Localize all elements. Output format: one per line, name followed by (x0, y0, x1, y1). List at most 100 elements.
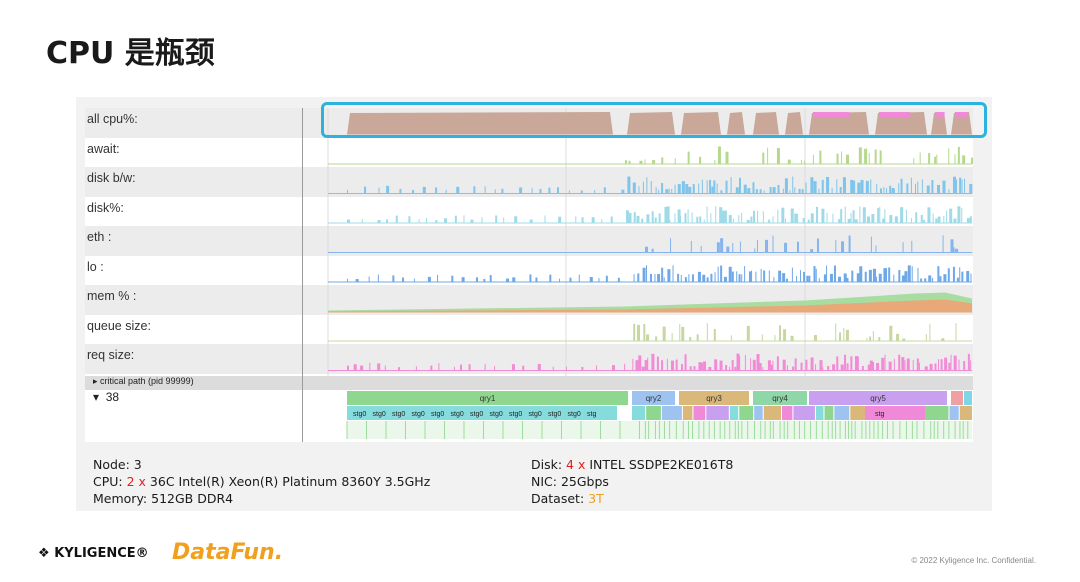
spike-3-79 (847, 219, 851, 223)
spike-3-38 (677, 209, 681, 223)
critical-path-bar[interactable] (85, 376, 973, 390)
spike-2-77 (836, 179, 838, 194)
spike-8-37 (684, 354, 687, 371)
spike-5-112 (966, 270, 970, 282)
spike-2-83 (857, 182, 861, 194)
spike-2-24 (627, 176, 631, 194)
spike-5-75 (823, 274, 827, 282)
spike-7-25 (866, 337, 868, 341)
spike-7-32 (925, 334, 927, 341)
spike-3-25 (626, 210, 630, 223)
spike-7-29 (889, 325, 893, 341)
spike-4-22 (875, 245, 877, 253)
spike-8-91 (901, 357, 905, 371)
spike-2-59 (763, 190, 765, 194)
spike-3-66 (790, 208, 794, 223)
spike-8-50 (736, 353, 740, 371)
cpu-segment-4 (753, 112, 779, 135)
cpu-spec: CPU: 2 x 36C Intel(R) Xeon(R) Platinum 8… (93, 474, 431, 489)
cpu-pink-7 (879, 112, 911, 117)
spike-2-30 (655, 187, 657, 194)
spike-2-28 (646, 177, 648, 194)
spike-2-39 (685, 183, 689, 194)
spike-4-14 (784, 242, 788, 253)
spike-4-18 (835, 240, 837, 253)
spike-4-25 (942, 235, 944, 253)
spike-7-24 (845, 329, 849, 341)
query-label-4: qry5 (870, 394, 886, 403)
spike-8-67 (805, 359, 808, 371)
stage-label-qry5: stg (875, 411, 884, 418)
spike-7-5 (662, 326, 666, 341)
spike-5-102 (928, 275, 932, 282)
node-toggle[interactable]: ▾ 38 (93, 390, 120, 404)
spike-1-17 (804, 160, 806, 164)
spike-2-49 (720, 190, 723, 194)
spike-5-12 (483, 278, 486, 282)
stage-bar-10 (781, 406, 793, 420)
spike-2-76 (831, 188, 833, 194)
spike-8-84 (872, 361, 875, 371)
spike-2-10 (473, 186, 476, 194)
spike-5-23 (598, 278, 600, 282)
spike-5-3 (377, 274, 379, 282)
metric-charts: qry1 qry2 qry3 qry4 qry5 stg0 stg0 stg0 stg0 stg0… (327, 108, 973, 439)
spike-2-20 (580, 190, 583, 194)
spike-5-49 (723, 276, 727, 282)
spike-3-101 (935, 218, 938, 223)
stage-label-1: stg0 (373, 411, 386, 418)
spike-2-79 (842, 177, 846, 194)
spike-3-34 (664, 206, 668, 223)
spike-7-8 (681, 326, 685, 341)
spike-2-87 (876, 183, 878, 194)
spike-8-31 (656, 356, 659, 371)
stage-label-4: stg0 (431, 411, 444, 418)
stage-bar-qry5 (865, 406, 925, 420)
spike-5-6 (413, 278, 415, 282)
spike-5-106 (943, 274, 947, 282)
spike-3-10 (454, 215, 457, 223)
spike-8-3 (369, 362, 371, 371)
spike-8-100 (938, 359, 940, 371)
spike-8-25 (635, 360, 639, 371)
spike-4-8 (732, 243, 734, 253)
spike-7-28 (878, 337, 881, 341)
spike-8-11 (460, 364, 463, 371)
spike-8-63 (786, 365, 788, 371)
query-label-0: qry1 (480, 394, 496, 403)
spike-5-45 (710, 273, 713, 282)
spike-2-61 (772, 187, 776, 194)
query-label-3: qry4 (772, 394, 788, 403)
spike-5-43 (702, 274, 706, 282)
spike-1-24 (864, 148, 868, 164)
dataset-spec: Dataset: 3T (531, 491, 604, 506)
spike-7-4 (655, 336, 658, 341)
cpu-segment-7 (875, 112, 927, 135)
spike-5-5 (402, 277, 405, 282)
spike-3-53 (732, 218, 734, 223)
spike-3-90 (884, 209, 886, 223)
spike-8-56 (758, 363, 762, 371)
spike-8-45 (719, 360, 723, 371)
spike-7-13 (730, 335, 732, 341)
row-label: all cpu%: (87, 112, 138, 126)
spike-8-99 (934, 363, 937, 371)
spike-5-31 (654, 274, 656, 282)
spike-5-13 (489, 275, 492, 282)
kyligence-logo: ❖ KYLIGENCE® (38, 546, 149, 561)
spike-3-8 (435, 219, 438, 223)
spike-3-70 (807, 219, 810, 223)
spike-2-43 (701, 179, 703, 194)
spike-8-43 (708, 366, 712, 371)
spike-2-1 (364, 186, 367, 194)
spike-3-64 (781, 207, 785, 223)
spike-8-4 (377, 363, 381, 371)
cpu-highlight-box (321, 102, 987, 138)
stage-label-3: stg0 (412, 411, 425, 418)
spike-5-51 (731, 271, 734, 282)
spike-8-89 (893, 358, 895, 371)
spike-1-27 (879, 150, 882, 164)
spike-1-34 (954, 154, 956, 164)
spike-1-5 (661, 157, 664, 164)
label-divider[interactable] (302, 108, 303, 442)
